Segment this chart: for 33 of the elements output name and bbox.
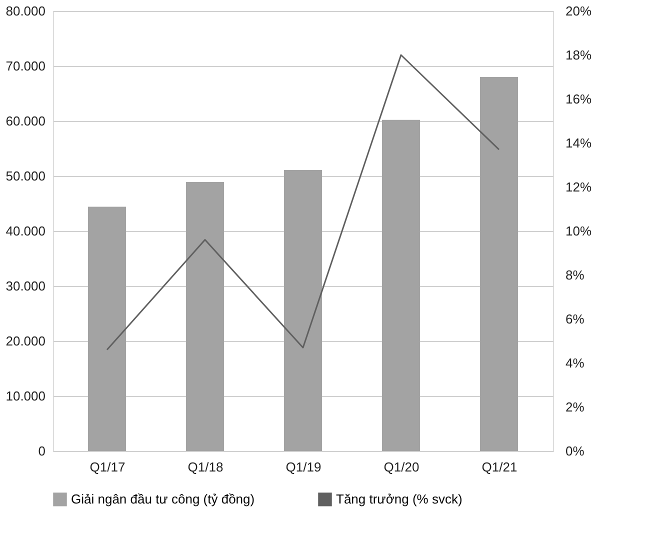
bar bbox=[88, 206, 126, 451]
y2-tick-label: 0% bbox=[566, 444, 585, 458]
y2-tick-label: 6% bbox=[566, 312, 585, 326]
y-tick-label: 80.000 bbox=[6, 4, 46, 18]
legend-label: Giải ngân đầu tư công (tỷ đồng) bbox=[71, 491, 255, 506]
y2-tick-label: 20% bbox=[566, 4, 592, 18]
y2-tick-label: 14% bbox=[566, 136, 592, 150]
bar bbox=[284, 170, 322, 451]
y-tick-label: 30.000 bbox=[6, 278, 46, 294]
y-tick-label: 20.000 bbox=[6, 334, 46, 348]
x-tick-label: Q1/19 bbox=[286, 460, 322, 474]
y2-tick-label: 2% bbox=[566, 400, 585, 414]
y-tick-label: 60.000 bbox=[6, 114, 46, 128]
x-tick-label: Q1/20 bbox=[384, 460, 420, 474]
x-tick-label: Q1/21 bbox=[482, 460, 518, 474]
y2-tick-label: 8% bbox=[566, 268, 585, 282]
y-tick-label: 50.000 bbox=[6, 168, 46, 184]
y2-tick-label: 12% bbox=[566, 180, 592, 194]
y-tick-label: 0 bbox=[38, 444, 46, 458]
bar bbox=[186, 182, 224, 451]
y2-tick-label: 18% bbox=[566, 48, 592, 62]
y-tick-label: 70.000 bbox=[6, 58, 46, 74]
x-tick-label: Q1/17 bbox=[90, 460, 126, 474]
y2-tick-label: 10% bbox=[566, 224, 592, 238]
line-series bbox=[106, 54, 500, 351]
bar bbox=[382, 120, 420, 451]
bar bbox=[480, 77, 518, 451]
legend-label: Tăng trưởng (% svck) bbox=[336, 491, 462, 506]
y2-tick-label: 4% bbox=[566, 356, 585, 370]
y-tick-label: 10.000 bbox=[6, 388, 46, 404]
y-tick-label: 40.000 bbox=[6, 224, 46, 238]
x-tick-label: Q1/18 bbox=[188, 460, 224, 474]
y2-tick-label: 16% bbox=[566, 92, 592, 106]
